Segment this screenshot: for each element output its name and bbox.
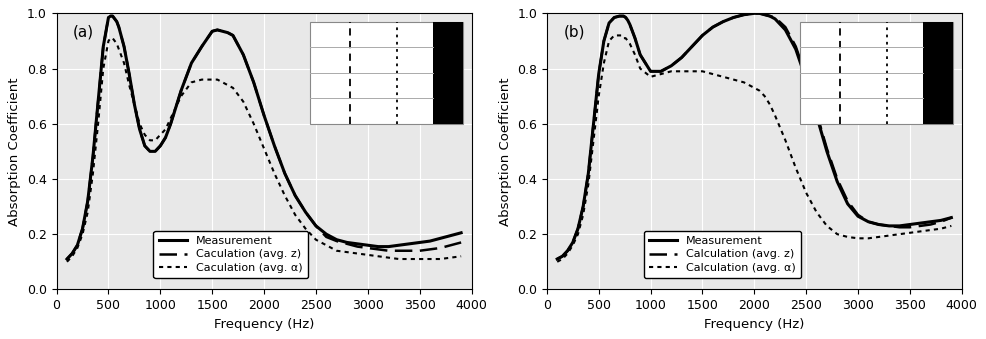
Measurement <box>629 36 641 40</box>
Measurement <box>155 144 167 148</box>
Caculation (avg. z) <box>61 257 73 261</box>
Calculation (avg. z) <box>551 257 563 261</box>
Calculation (avg. α) <box>914 230 926 234</box>
Measurement <box>403 242 415 246</box>
Calculation (avg. z) <box>748 11 760 15</box>
Measurement <box>445 234 457 238</box>
Caculation (avg. z) <box>445 243 457 247</box>
Line: Measurement: Measurement <box>67 16 461 259</box>
Caculation (avg. z) <box>456 240 467 244</box>
Caculation (avg. α) <box>118 61 130 65</box>
Measurement <box>118 44 130 48</box>
Y-axis label: Absorption Coefficient: Absorption Coefficient <box>8 77 22 226</box>
Caculation (avg. α) <box>92 122 104 126</box>
Y-axis label: Absorption Coefficient: Absorption Coefficient <box>499 77 512 226</box>
Calculation (avg. z) <box>629 36 641 40</box>
Caculation (avg. z) <box>118 44 130 48</box>
Measurement <box>105 14 116 18</box>
Bar <box>433 22 463 124</box>
Calculation (avg. α) <box>551 260 563 264</box>
Measurement <box>748 11 760 15</box>
Measurement <box>769 17 781 21</box>
Line: Caculation (avg. z): Caculation (avg. z) <box>67 16 461 259</box>
Measurement <box>551 257 563 261</box>
Calculation (avg. α) <box>572 232 584 236</box>
Calculation (avg. α) <box>696 69 708 73</box>
Measurement <box>946 216 957 220</box>
X-axis label: Frequency (Hz): Frequency (Hz) <box>214 318 315 331</box>
Caculation (avg. z) <box>92 100 104 104</box>
Measurement <box>572 227 584 231</box>
Measurement <box>92 100 104 104</box>
Measurement <box>108 17 120 21</box>
Calculation (avg. α) <box>608 33 620 37</box>
Measurement <box>61 257 73 261</box>
Caculation (avg. z) <box>105 14 116 18</box>
Measurement <box>759 13 771 17</box>
Calculation (avg. α) <box>759 94 771 98</box>
Calculation (avg. z) <box>572 227 584 231</box>
Caculation (avg. α) <box>456 254 467 258</box>
Measurement <box>456 231 467 235</box>
Caculation (avg. α) <box>445 256 457 260</box>
Calculation (avg. z) <box>914 224 926 228</box>
Calculation (avg. α) <box>946 224 957 228</box>
Calculation (avg. z) <box>946 216 957 220</box>
Calculation (avg. z) <box>769 16 781 20</box>
Caculation (avg. z) <box>403 249 415 253</box>
Bar <box>800 22 953 124</box>
Caculation (avg. α) <box>61 260 73 264</box>
Caculation (avg. α) <box>155 133 167 137</box>
Line: Calculation (avg. α): Calculation (avg. α) <box>557 35 951 262</box>
X-axis label: Frequency (Hz): Frequency (Hz) <box>704 318 805 331</box>
Caculation (avg. z) <box>108 17 120 21</box>
Line: Caculation (avg. α): Caculation (avg. α) <box>67 38 461 262</box>
Bar <box>310 22 463 124</box>
Caculation (avg. α) <box>403 257 415 261</box>
Legend: Measurement, Calculation (avg. z), Calculation (avg. α): Measurement, Calculation (avg. z), Calcu… <box>644 231 802 278</box>
Text: (a): (a) <box>73 24 95 39</box>
Calculation (avg. α) <box>769 114 781 118</box>
Line: Calculation (avg. z): Calculation (avg. z) <box>557 13 951 259</box>
Calculation (avg. z) <box>759 13 771 17</box>
Text: (b): (b) <box>563 24 585 39</box>
Calculation (avg. α) <box>634 66 646 71</box>
Legend: Measurement, Caculation (avg. z), Caculation (avg. α): Measurement, Caculation (avg. z), Cacula… <box>154 231 308 278</box>
Line: Measurement: Measurement <box>557 13 951 259</box>
Measurement <box>914 221 926 225</box>
Bar <box>923 22 953 124</box>
Calculation (avg. z) <box>686 44 698 48</box>
Caculation (avg. α) <box>105 36 116 40</box>
Caculation (avg. α) <box>108 39 120 43</box>
Measurement <box>686 44 698 48</box>
Caculation (avg. z) <box>155 144 167 148</box>
